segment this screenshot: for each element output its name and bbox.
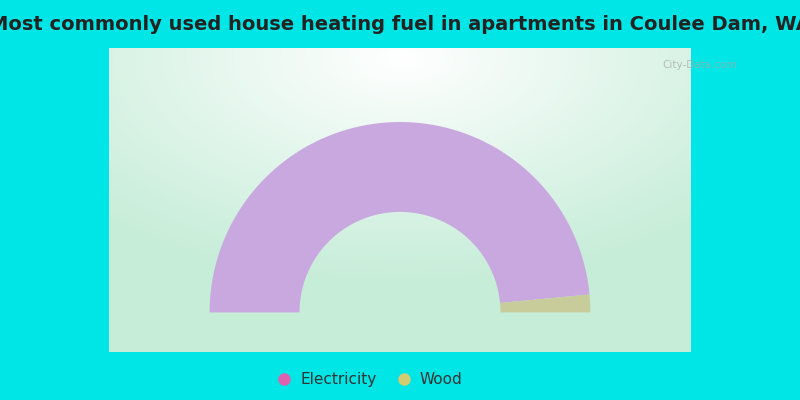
Polygon shape (210, 122, 590, 312)
Text: City-Data.com: City-Data.com (662, 60, 738, 70)
Text: Electricity: Electricity (300, 372, 376, 387)
Text: Wood: Wood (420, 372, 462, 387)
Text: Most commonly used house heating fuel in apartments in Coulee Dam, WA: Most commonly used house heating fuel in… (0, 14, 800, 34)
Polygon shape (500, 294, 590, 312)
